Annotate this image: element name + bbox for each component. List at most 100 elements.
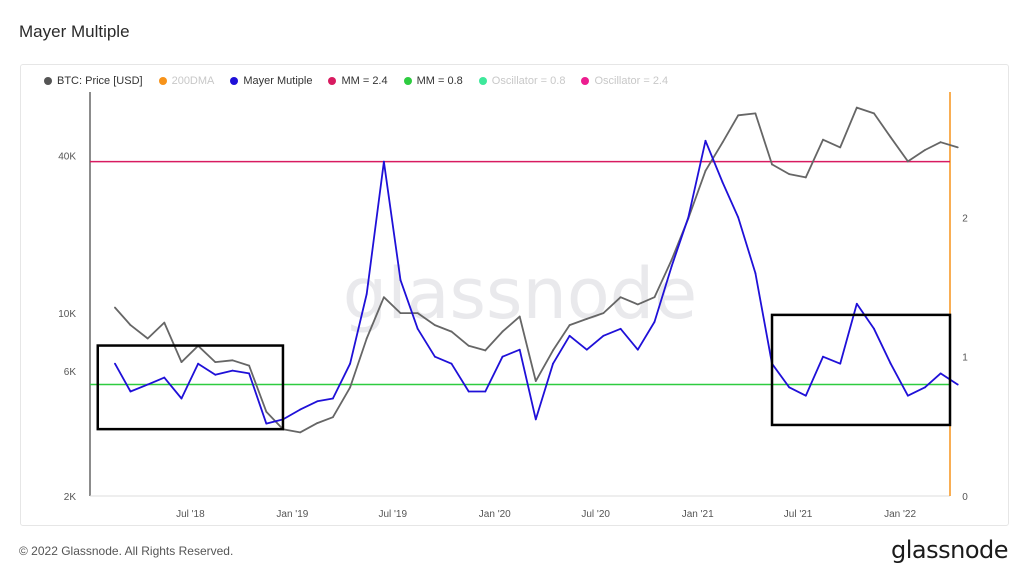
- data-point: [939, 372, 942, 375]
- data-point: [265, 410, 268, 413]
- data-point: [534, 418, 537, 421]
- y-left-tick-label: 10K: [58, 309, 76, 320]
- data-point: [906, 394, 909, 397]
- data-point: [754, 272, 757, 275]
- legend-dot-icon: [403, 77, 412, 85]
- x-tick-label: Jul '18: [176, 509, 205, 520]
- data-point: [804, 176, 807, 179]
- data-point: [822, 355, 824, 358]
- data-point: [670, 258, 673, 261]
- x-tick-label: Jul '20: [581, 509, 610, 520]
- data-point: [855, 302, 858, 305]
- data-point: [163, 376, 166, 379]
- legend-dot-icon: [478, 77, 487, 85]
- data-point: [146, 337, 149, 340]
- data-point: [568, 324, 571, 326]
- data-point: [552, 349, 554, 352]
- legend-item[interactable]: Mayer Mutiple: [230, 75, 312, 87]
- legend-label: MM = 2.4: [341, 75, 388, 87]
- data-point: [114, 306, 116, 309]
- data-point: [653, 320, 656, 323]
- data-point: [450, 362, 453, 365]
- data-point: [518, 315, 521, 318]
- data-point: [146, 383, 149, 386]
- data-point: [839, 146, 842, 149]
- data-point: [602, 334, 605, 337]
- data-point: [602, 312, 605, 315]
- data-point: [349, 362, 351, 365]
- chart-legend: BTC: Price [USD] 200DMA Mayer Mutiple MM = …: [44, 75, 668, 87]
- data-point: [839, 362, 842, 365]
- data-point: [788, 386, 791, 389]
- data-point: [467, 344, 470, 347]
- x-tick-label: Jan '21: [682, 509, 714, 520]
- data-point: [889, 136, 892, 139]
- data-point: [737, 216, 740, 219]
- data-point: [163, 321, 166, 324]
- legend-label: Oscillator = 2.4: [594, 75, 669, 87]
- data-point: [231, 359, 234, 362]
- data-point: [619, 296, 622, 299]
- data-point: [433, 324, 436, 326]
- data-point: [467, 390, 470, 393]
- x-tick-label: Jan '19: [276, 509, 308, 520]
- data-point: [416, 312, 419, 315]
- data-point: [214, 373, 217, 376]
- data-point: [518, 348, 521, 351]
- data-point: [484, 349, 487, 352]
- data-point: [534, 380, 537, 382]
- data-point: [316, 422, 319, 424]
- data-point: [450, 330, 453, 333]
- data-point: [331, 397, 334, 400]
- data-point: [737, 114, 740, 117]
- data-point: [804, 394, 807, 397]
- data-point: [382, 296, 385, 299]
- data-point: [399, 312, 402, 315]
- data-point: [788, 173, 791, 175]
- data-point: [636, 303, 639, 306]
- data-point: [568, 334, 571, 337]
- data-point: [906, 160, 909, 163]
- legend-dot-icon: [328, 77, 337, 85]
- data-point: [754, 112, 757, 115]
- data-point: [501, 330, 504, 333]
- legend-item[interactable]: MM = 0.8: [403, 75, 463, 87]
- copyright-footer: © 2022 Glassnode. All Rights Reserved.: [19, 544, 234, 558]
- data-point: [670, 265, 673, 268]
- data-point: [687, 216, 690, 219]
- data-point: [382, 160, 385, 163]
- data-point: [956, 146, 959, 149]
- data-point: [299, 408, 302, 411]
- legend-item[interactable]: MM = 2.4: [328, 75, 388, 87]
- data-point: [704, 139, 707, 142]
- data-point: [180, 397, 183, 400]
- legend-item[interactable]: BTC: Price [USD]: [44, 75, 143, 87]
- data-point: [924, 149, 926, 151]
- legend-label: BTC: Price [USD]: [57, 75, 143, 87]
- legend-item[interactable]: Oscillator = 2.4: [581, 75, 668, 87]
- y-left-tick-label: 6K: [64, 367, 77, 378]
- legend-item[interactable]: Oscillator = 0.8: [478, 75, 565, 87]
- data-point: [316, 400, 319, 403]
- data-point: [248, 364, 251, 367]
- data-point: [114, 362, 116, 365]
- data-point: [416, 327, 419, 330]
- legend-dot-icon: [230, 77, 239, 85]
- glassnode-logo: glassnode: [890, 536, 1009, 564]
- x-tick-label: Jan '20: [479, 509, 511, 520]
- data-point: [299, 431, 302, 434]
- data-point: [585, 348, 588, 351]
- legend-dot-icon: [44, 77, 52, 85]
- data-point: [365, 293, 368, 295]
- data-point: [501, 355, 504, 358]
- data-point: [214, 361, 217, 363]
- y-right-tick-label: 0: [962, 492, 968, 503]
- legend-dot-icon: [581, 77, 590, 85]
- legend-item[interactable]: 200DMA: [158, 75, 215, 87]
- legend-label: MM = 0.8: [416, 75, 463, 87]
- legend-label: 200DMA: [171, 75, 215, 87]
- data-point: [552, 362, 554, 365]
- data-point: [484, 390, 487, 393]
- y-left-tick-label: 40K: [58, 152, 76, 163]
- data-point: [265, 422, 268, 425]
